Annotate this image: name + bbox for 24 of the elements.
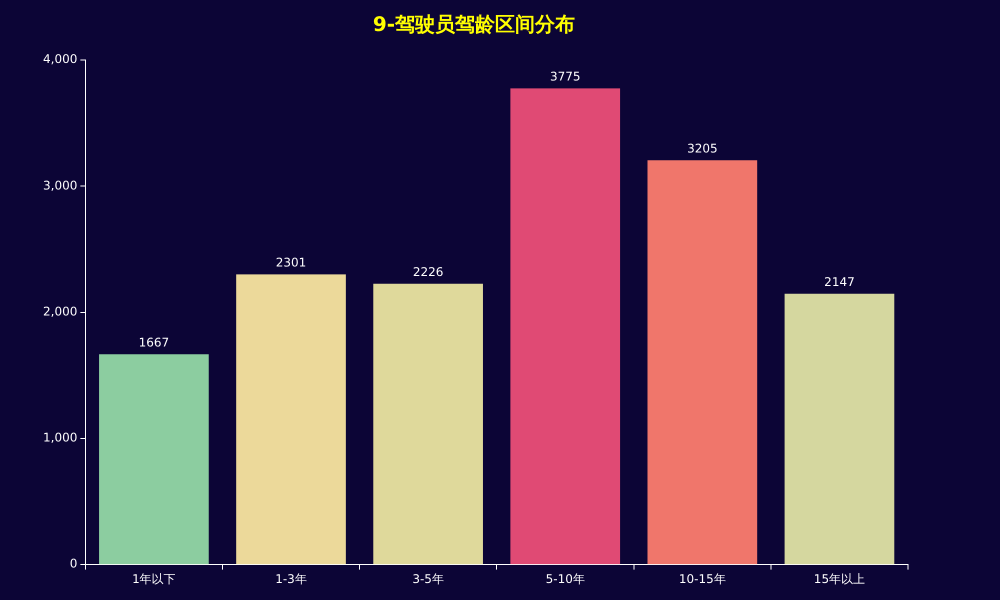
- bar: [510, 88, 620, 564]
- y-tick-label: 0: [70, 556, 78, 571]
- bar: [784, 294, 894, 564]
- bar: [236, 274, 346, 564]
- chart-title: 9-驾驶员驾龄区间分布: [372, 12, 576, 36]
- x-tick-label: 1年以下: [132, 572, 176, 586]
- bar: [99, 354, 209, 564]
- y-tick-label: 4,000: [42, 52, 78, 66]
- bar: [647, 160, 758, 564]
- data-label: 2147: [824, 274, 855, 289]
- y-tick-label: 2,000: [42, 304, 78, 318]
- data-label: 3205: [687, 141, 718, 156]
- x-tick-label: 15年以上: [814, 572, 866, 586]
- y-tick-label: 3,000: [42, 178, 78, 192]
- data-label: 2226: [412, 264, 444, 279]
- data-label: 3775: [550, 70, 581, 84]
- bar: [373, 284, 483, 564]
- x-tick-label: 3-5年: [412, 572, 444, 586]
- y-tick-label: 1,000: [42, 430, 78, 445]
- x-tick-label: 10-15年: [678, 572, 726, 586]
- data-label: 2301: [276, 255, 306, 270]
- x-tick-label: 5-10年: [546, 572, 585, 586]
- data-label: 1667: [138, 335, 170, 350]
- x-tick-label: 1-3年: [275, 572, 307, 586]
